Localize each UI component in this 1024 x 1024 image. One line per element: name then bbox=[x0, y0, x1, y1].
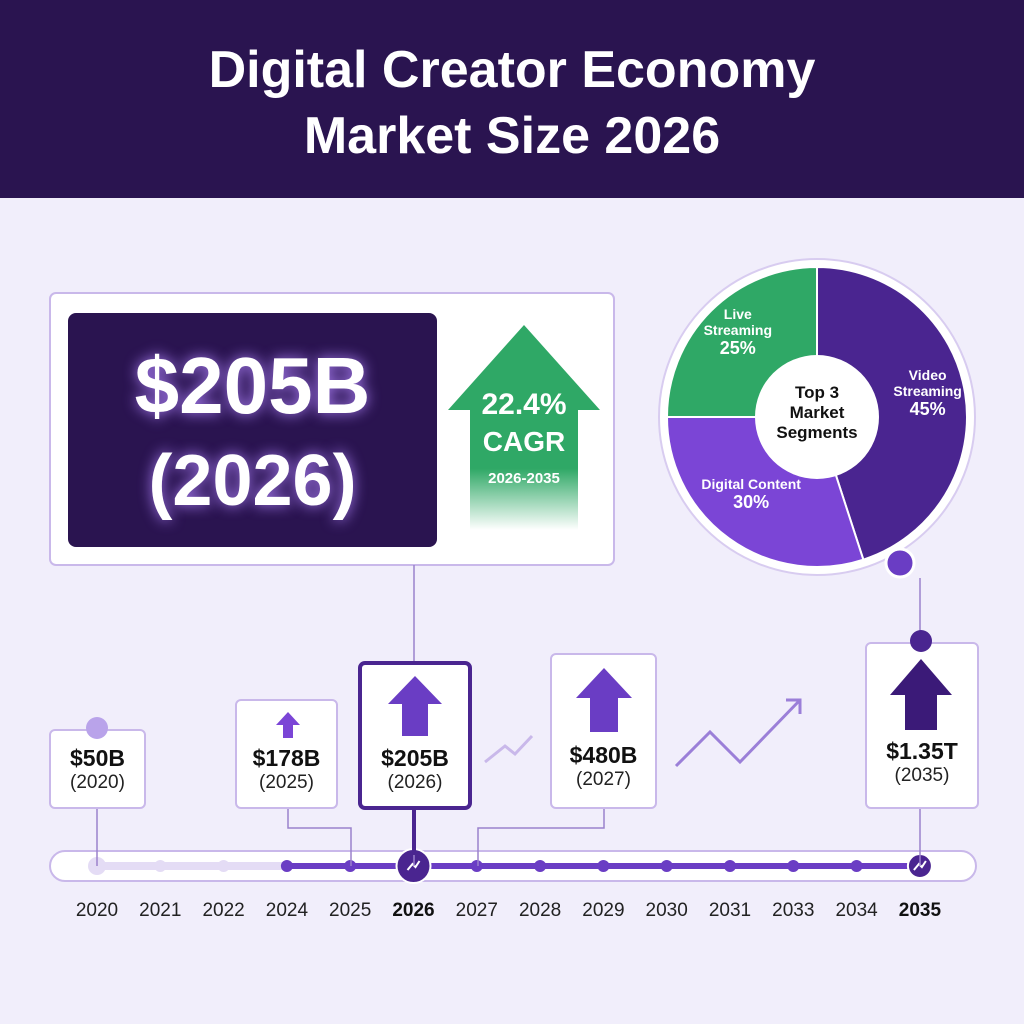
growth-value: 22.4% bbox=[481, 388, 567, 421]
callout-box bbox=[235, 699, 338, 809]
callout: $480B (2027) bbox=[551, 742, 656, 791]
callout: $50B (2020) bbox=[50, 745, 145, 794]
pie-label: Live Streaming 25% bbox=[688, 306, 788, 359]
growth-label: CAGR bbox=[482, 426, 566, 457]
growth-period: 2026-2035 bbox=[488, 470, 560, 487]
kpi-value: $205B bbox=[134, 341, 371, 430]
segment-value: 45% bbox=[909, 399, 946, 420]
year-label: 2034 bbox=[835, 900, 878, 921]
year-label: 2030 bbox=[645, 900, 688, 921]
timeline-dot bbox=[787, 860, 800, 872]
callout: $1.35T (2035) bbox=[866, 738, 978, 787]
trend-icon bbox=[884, 547, 916, 579]
arrow-icon bbox=[388, 676, 442, 736]
timeline-dot bbox=[660, 860, 673, 872]
year-label: 2033 bbox=[772, 900, 815, 921]
timeline-dot bbox=[470, 860, 483, 872]
pie-slice bbox=[816, 265, 968, 561]
year-label: 2022 bbox=[202, 900, 245, 921]
arrow-icon bbox=[576, 668, 632, 732]
callout-value: $205B bbox=[381, 745, 449, 771]
year-label: 2027 bbox=[455, 900, 498, 921]
segment-value: 25% bbox=[719, 337, 756, 358]
dollar-icon bbox=[910, 630, 932, 652]
kpi-year: (2026) bbox=[148, 441, 357, 521]
year-label: 2020 bbox=[75, 900, 119, 921]
timeline-dot bbox=[534, 860, 547, 872]
title: Market Size 2026 bbox=[303, 107, 721, 165]
year-label: 2035 bbox=[898, 900, 942, 921]
year-label: 2025 bbox=[329, 900, 372, 921]
timeline-dot bbox=[850, 860, 863, 872]
callout-year: (2020) bbox=[70, 772, 125, 793]
timeline-dot bbox=[724, 860, 736, 872]
year-label: 2028 bbox=[518, 900, 562, 921]
callout-year: (2035) bbox=[894, 765, 950, 786]
callout-year: (2025) bbox=[259, 772, 314, 793]
pie-label: Digital Content 30% bbox=[701, 476, 801, 513]
callout-value: $50B bbox=[70, 745, 125, 771]
segment-name: Video Streaming bbox=[893, 367, 962, 400]
callout-value: $1.35T bbox=[886, 738, 958, 764]
arrow-icon bbox=[890, 659, 952, 730]
trend-decoration bbox=[674, 698, 802, 768]
trend-decoration bbox=[484, 734, 534, 764]
pie-center bbox=[755, 355, 879, 479]
segment-name: Live Streaming bbox=[703, 305, 773, 338]
kpi-panel bbox=[68, 313, 437, 547]
timeline-dot bbox=[344, 860, 357, 872]
year-label: 2024 bbox=[265, 900, 309, 921]
callout: $178B (2025) bbox=[236, 745, 337, 794]
segment-value: 30% bbox=[733, 491, 770, 512]
callout-year: (2026) bbox=[387, 772, 443, 793]
timeline-dot bbox=[280, 860, 293, 872]
pie-title: Top 3 Market Segments bbox=[776, 383, 858, 442]
timeline-dot bbox=[217, 860, 230, 872]
callout-value: $178B bbox=[252, 745, 321, 771]
timeline-dot bbox=[154, 860, 167, 872]
year-label: 2021 bbox=[139, 900, 182, 921]
arrow-icon bbox=[276, 712, 300, 738]
timeline-dot bbox=[597, 860, 610, 872]
year-label: 2026 bbox=[392, 900, 435, 921]
segment-name: Digital Content bbox=[701, 475, 801, 492]
year-label: 2031 bbox=[708, 900, 752, 921]
header bbox=[0, 0, 1024, 198]
callout-year: (2027) bbox=[576, 769, 631, 790]
callout-value: $480B bbox=[569, 742, 638, 768]
pie-label: Video Streaming 45% bbox=[878, 367, 978, 420]
dollar-icon bbox=[86, 717, 108, 739]
growth-arrow bbox=[448, 325, 600, 530]
year-label: 2029 bbox=[582, 900, 625, 921]
callout: $205B (2026) bbox=[360, 745, 470, 794]
title: Digital Creator Economy bbox=[208, 41, 816, 99]
